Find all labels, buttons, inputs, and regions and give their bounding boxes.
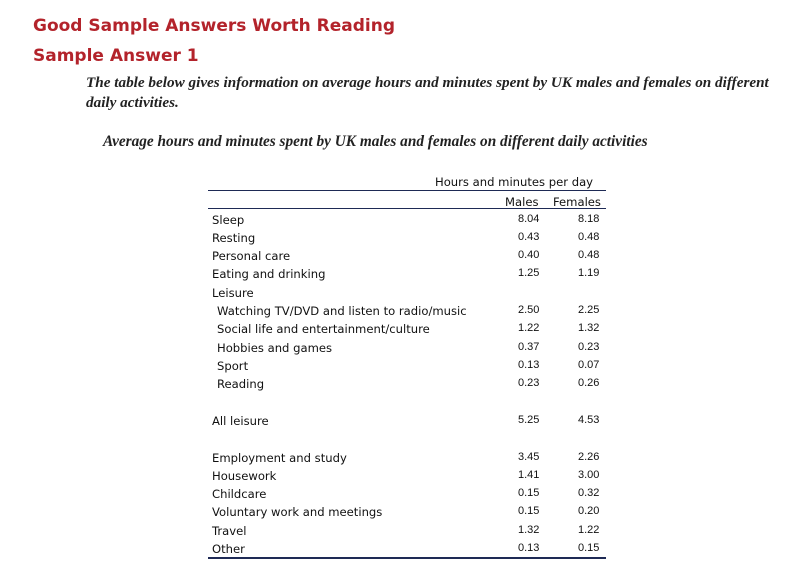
table-caption: Average hours and minutes spent by UK ma… [103, 133, 648, 150]
table-row: Reading 0.23 0.26 [208, 377, 606, 395]
females-value: 0.23 [578, 341, 600, 353]
males-value: 1.32 [518, 524, 540, 536]
table-row: Personal care 0.40 0.48 [208, 249, 606, 267]
table-row: Travel 1.32 1.22 [208, 524, 606, 542]
females-value: 0.26 [578, 377, 600, 389]
row-label: Sport [217, 359, 249, 373]
column-header-females: Females [553, 195, 601, 209]
table-row: Eating and drinking 1.25 1.19 [208, 267, 606, 285]
females-value: 8.18 [578, 213, 600, 225]
table-row: Childcare 0.15 0.32 [208, 487, 606, 505]
females-value: 2.26 [578, 451, 600, 463]
column-header-males: Males [505, 195, 539, 209]
females-value: 1.19 [578, 267, 600, 279]
row-label: Reading [217, 377, 265, 391]
table-row: Voluntary work and meetings 0.15 0.20 [208, 505, 606, 523]
column-group-header: Hours and minutes per day [435, 175, 594, 189]
males-value: 0.13 [518, 359, 540, 371]
males-value: 0.23 [518, 377, 540, 389]
females-value: 2.25 [578, 304, 600, 316]
table-row: Employment and study 3.45 2.26 [208, 451, 606, 469]
males-value: 0.43 [518, 231, 540, 243]
table-row: Other 0.13 0.15 [208, 542, 606, 560]
males-value: 0.15 [518, 487, 540, 499]
table-row: Sport 0.13 0.07 [208, 359, 606, 377]
row-label: Childcare [212, 487, 267, 501]
males-value: 5.25 [518, 414, 540, 426]
table-rule-bottom [208, 557, 606, 559]
females-value: 0.48 [578, 249, 600, 261]
males-value: 1.25 [518, 267, 540, 279]
males-value: 0.37 [518, 341, 540, 353]
row-label: Social life and entertainment/culture [217, 322, 430, 336]
table-row: Leisure [208, 286, 606, 304]
row-label: Hobbies and games [217, 341, 333, 355]
row-label: Travel [212, 524, 247, 538]
females-value: 0.07 [578, 359, 600, 371]
males-value: 1.22 [518, 322, 540, 334]
table-rule-top [208, 190, 606, 191]
row-label: Watching TV/DVD and listen to radio/musi… [217, 304, 467, 318]
row-label: Housework [212, 469, 277, 483]
table-rule-header [208, 208, 606, 209]
task-prompt: The table below gives information on ave… [86, 74, 769, 111]
table-row: Sleep 8.04 8.18 [208, 213, 606, 231]
males-value: 0.40 [518, 249, 540, 261]
row-label: Eating and drinking [212, 267, 326, 281]
row-label: Resting [212, 231, 256, 245]
table-row: Hobbies and games 0.37 0.23 [208, 341, 606, 359]
table-row: Social life and entertainment/culture 1.… [208, 322, 606, 340]
row-label: Employment and study [212, 451, 347, 465]
females-value: 4.53 [578, 414, 600, 426]
table-row: All leisure 5.25 4.53 [208, 414, 606, 432]
row-label: Sleep [212, 213, 245, 227]
row-label: Voluntary work and meetings [212, 505, 383, 519]
row-label: Leisure [212, 286, 254, 300]
males-value: 3.45 [518, 451, 540, 463]
section-title: Sample Answer 1 [33, 46, 199, 66]
females-value: 1.22 [578, 524, 600, 536]
females-value: 0.15 [578, 542, 600, 554]
table-row: Resting 0.43 0.48 [208, 231, 606, 249]
females-value: 1.32 [578, 322, 600, 334]
females-value: 0.32 [578, 487, 600, 499]
females-value: 0.20 [578, 505, 600, 517]
males-value: 1.41 [518, 469, 540, 481]
males-value: 8.04 [518, 213, 540, 225]
males-value: 0.13 [518, 542, 540, 554]
table-row: Watching TV/DVD and listen to radio/musi… [208, 304, 606, 322]
males-value: 0.15 [518, 505, 540, 517]
row-label: Personal care [212, 249, 291, 263]
males-value: 2.50 [518, 304, 540, 316]
table-row: Housework 1.41 3.00 [208, 469, 606, 487]
females-value: 3.00 [578, 469, 600, 481]
row-label: All leisure [212, 414, 269, 428]
page-title: Good Sample Answers Worth Reading [33, 16, 396, 36]
row-label: Other [212, 542, 245, 556]
females-value: 0.48 [578, 231, 600, 243]
